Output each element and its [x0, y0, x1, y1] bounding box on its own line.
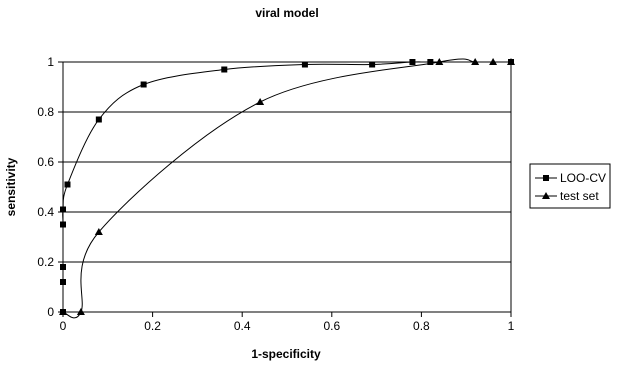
- data-point-loo-cv-5: [60, 206, 66, 213]
- y-axis-label: sensitivity: [4, 157, 18, 216]
- data-point-loo-cv-6: [64, 181, 71, 188]
- series-line-test-set: [62, 58, 511, 319]
- x-tick-label-2: 0.4: [234, 319, 251, 333]
- data-point-test-set-3: [256, 98, 265, 105]
- data-point-test-set-7: [507, 58, 515, 65]
- data-point-loo-cv-12: [409, 59, 416, 65]
- x-tick-label-1: 0.2: [144, 319, 161, 333]
- data-point-loo-cv-2: [60, 279, 66, 285]
- y-tick-label-2: 0.4: [37, 205, 54, 219]
- legend-box: [529, 163, 611, 209]
- data-point-loo-cv-13: [427, 59, 434, 65]
- data-point-loo-cv-11: [369, 61, 376, 68]
- data-point-test-set-0: [59, 308, 67, 315]
- legend-marker-test-set: [542, 192, 550, 199]
- data-point-loo-cv-8: [140, 81, 147, 88]
- data-point-test-set-6: [489, 58, 498, 65]
- y-tick-label-3: 0.6: [37, 155, 54, 169]
- legend-label-loo-cv: LOO-CV: [560, 171, 606, 185]
- x-tick-label-4: 0.8: [413, 319, 430, 333]
- x-tick-label-0: 0: [60, 319, 67, 333]
- data-point-test-set-5: [471, 58, 480, 65]
- data-point-loo-cv-3: [60, 264, 66, 270]
- legend-items: LOO-CV test set: [535, 171, 606, 203]
- ticks-layer: 0 0.2 0.4 0.6 0.8 1 0 0.2 0.4 0.6 0.8 1: [37, 55, 514, 333]
- data-point-loo-cv-7: [95, 116, 102, 123]
- plot-area-frame: [62, 61, 512, 313]
- x-tick-label-3: 0.6: [323, 319, 340, 333]
- data-point-test-set-2: [94, 228, 103, 235]
- y-tick-label-1: 0.2: [37, 255, 54, 269]
- data-point-loo-cv-10: [301, 61, 308, 68]
- series-line-loo-cv: [62, 61, 511, 315]
- legend: LOO-CV test set: [529, 163, 611, 209]
- y-tick-label-5: 1: [47, 55, 54, 69]
- legend-label-test-set: test set: [560, 189, 599, 203]
- axes-layer: [62, 61, 512, 313]
- legend-marker-loo-cv: [543, 175, 549, 181]
- y-tick-label-0: 0: [47, 305, 54, 319]
- data-point-test-set-4: [435, 58, 444, 65]
- x-tick-label-5: 1: [508, 319, 515, 333]
- grid-layer: [63, 111, 511, 263]
- data-point-loo-cv-4: [60, 221, 66, 228]
- data-point-test-set-1: [76, 308, 85, 315]
- x-axis-label: 1-specificity: [251, 347, 321, 361]
- data-point-loo-cv-9: [221, 66, 228, 73]
- chart-title: viral model: [255, 6, 318, 20]
- y-tick-label-4: 0.8: [37, 105, 54, 119]
- series-layer: [59, 58, 515, 319]
